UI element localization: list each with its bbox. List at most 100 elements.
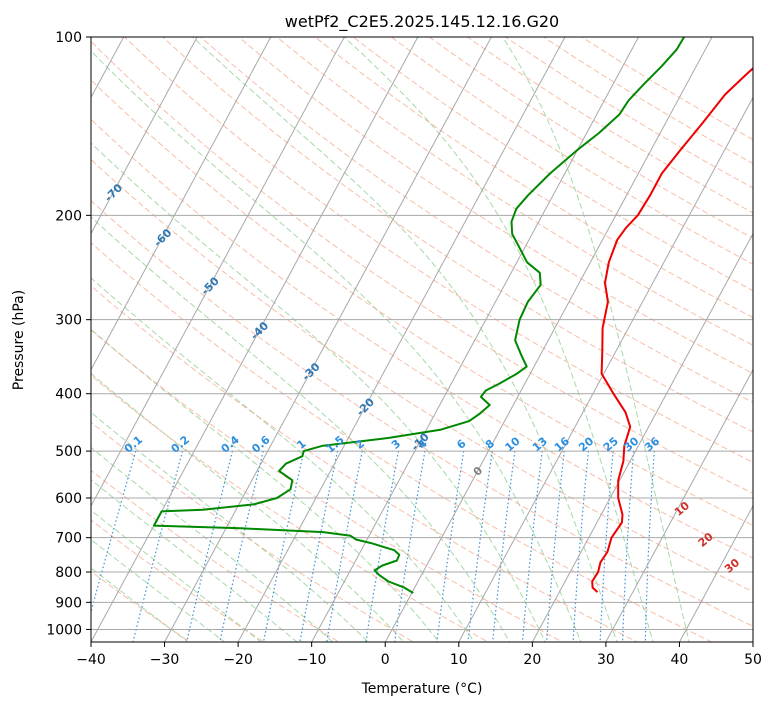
dry-adiabat-line xyxy=(352,37,753,292)
mixing-ratio-label: 0.6 xyxy=(249,433,273,456)
moist-adiabat-line xyxy=(91,50,582,642)
dry-adiabat-line xyxy=(91,79,753,526)
isotherms xyxy=(0,10,753,654)
mixing-ratio-label: 0.4 xyxy=(219,433,243,456)
moist-adiabat-line xyxy=(91,328,440,642)
moist-adiabat-line xyxy=(91,142,546,642)
y-tick-label: 600 xyxy=(55,491,82,507)
chart-title: wetPf2_C2E5.2025.145.12.16.G20 xyxy=(285,12,559,32)
dry-adiabat-line xyxy=(91,199,753,627)
moist-adiabat-line xyxy=(91,216,511,642)
dry-adiabat-line xyxy=(466,37,753,214)
dry-adiabat-line xyxy=(428,37,753,239)
mixing-ratio-line xyxy=(545,451,565,642)
isotherm-label: -90 xyxy=(2,93,25,116)
dry-adiabat-line xyxy=(542,37,753,165)
dry-adiabat-line xyxy=(91,519,266,642)
isotherm-line xyxy=(605,368,753,642)
dry-adiabat-line xyxy=(200,37,753,404)
dry-adiabat-line xyxy=(91,40,753,494)
mixing-ratio-lines xyxy=(91,450,655,642)
x-tick-label: −10 xyxy=(297,652,327,668)
y-tick-label: 400 xyxy=(55,387,82,403)
temperature-profile-line xyxy=(591,67,753,593)
dry-adiabat-line xyxy=(91,118,753,559)
mixing-ratio-label: 3 xyxy=(389,437,403,452)
sounding-profiles xyxy=(152,37,753,594)
mixing-ratio-label: 0.2 xyxy=(169,433,192,455)
x-tick-label: 40 xyxy=(671,652,689,668)
isotherm-line xyxy=(0,10,65,654)
moist-adiabat-line xyxy=(192,37,618,642)
dry-adiabat-line xyxy=(238,37,753,375)
mixing-ratio-line xyxy=(326,450,363,642)
mixing-ratio-line xyxy=(262,450,305,642)
isotherm-line xyxy=(237,37,566,642)
isotherm-line xyxy=(531,232,753,642)
moist-adiabat-line xyxy=(91,538,226,642)
moist-adiabat-line xyxy=(343,37,654,642)
dry-adiabat-label: 10 xyxy=(672,499,692,519)
dry-adiabat-line xyxy=(276,37,753,346)
y-tick-label: 800 xyxy=(55,565,82,581)
x-tick-label: −30 xyxy=(150,652,180,668)
mixing-ratio-label: 1.5 xyxy=(324,433,347,455)
mixing-ratio-line xyxy=(186,450,233,642)
isotherm-label: -80 xyxy=(53,135,76,158)
isotherm-label: -60 xyxy=(151,226,174,249)
dry-adiabat-line xyxy=(91,421,415,642)
isotherm-label: -40 xyxy=(248,319,271,342)
isotherm-line xyxy=(384,37,713,642)
isotherm-label: -70 xyxy=(102,181,125,204)
axis-ticks: −40 −30 −20 −10 0 10 20 30 40 5010020030040050060… xyxy=(46,30,762,668)
plot-frame xyxy=(90,36,754,643)
isotherm-line xyxy=(164,37,492,642)
dry-adiabat-line xyxy=(91,285,639,642)
y-tick-label: 200 xyxy=(55,208,82,224)
dry-adiabat-line xyxy=(91,570,191,642)
mixing-ratio-label: 0.1 xyxy=(122,433,145,455)
isotherm-label: 0 xyxy=(471,464,486,479)
dry-adiabat-line xyxy=(91,329,564,642)
pressure-gridlines xyxy=(91,37,753,630)
dry-adiabat-line xyxy=(390,37,753,265)
dry-adiabat-line xyxy=(91,158,753,593)
mixing-ratio-line xyxy=(621,451,635,642)
mixing-ratio-line xyxy=(492,451,516,642)
dry-adiabat-line xyxy=(580,37,753,141)
mixing-ratio-label: 2 xyxy=(353,437,367,452)
dry-adiabat-label: 20 xyxy=(696,530,716,550)
mixing-ratio-label: 6 xyxy=(454,437,468,452)
mixing-ratio-line xyxy=(91,450,137,614)
moist-adiabat-line xyxy=(91,509,262,642)
y-tick-label: 900 xyxy=(55,595,82,611)
moist-adiabat-line xyxy=(91,479,298,642)
dry-adiabat-line xyxy=(161,37,753,433)
x-tick-label: 30 xyxy=(597,652,615,668)
dry-adiabat-line xyxy=(314,37,753,319)
mixing-ratio-line xyxy=(644,451,655,642)
isotherm-line xyxy=(91,37,198,235)
x-tick-label: 50 xyxy=(744,652,762,668)
x-tick-label: −20 xyxy=(223,652,253,668)
mixing-ratio-line xyxy=(132,450,184,642)
isotherm-line xyxy=(458,96,753,642)
isotherm-line xyxy=(91,37,272,371)
x-tick-label: 10 xyxy=(450,652,468,668)
isotherm-line xyxy=(91,37,345,507)
dry-adiabat-line xyxy=(91,242,713,642)
dewpoint-profile-line xyxy=(152,37,685,594)
x-tick-label: −40 xyxy=(76,652,106,668)
dry-adiabat-line xyxy=(91,374,490,642)
y-tick-label: 500 xyxy=(55,444,82,460)
dry-adiabat-line xyxy=(123,37,753,463)
plot-area: 0.10.20.40.611.52346810131620253036-100-… xyxy=(0,10,753,654)
y-axis-label: Pressure (hPa) xyxy=(11,290,27,390)
isotherm-line xyxy=(311,37,640,642)
dry-adiabats xyxy=(91,37,753,642)
mixing-ratio-line xyxy=(436,451,465,642)
y-tick-label: 100 xyxy=(55,30,82,46)
y-tick-label: 1000 xyxy=(46,622,82,638)
moist-adiabat-line xyxy=(91,372,405,642)
